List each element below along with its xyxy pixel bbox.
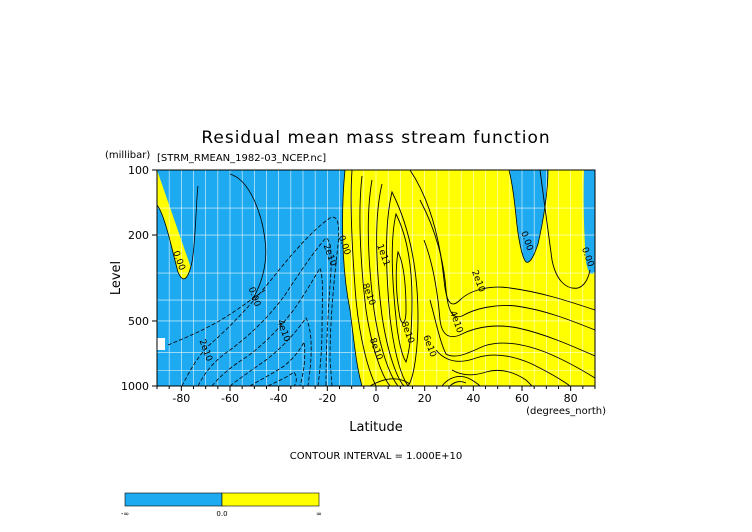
x-tick-label: 40	[466, 392, 480, 405]
x-tick-label: -60	[221, 392, 239, 405]
y-tick-label: 200	[128, 229, 149, 242]
legend-positive-swatch	[221, 492, 320, 507]
y-axis: 100 200 500 1000	[121, 164, 157, 393]
y-tick-label: 100	[128, 164, 149, 177]
negative-region-pole	[583, 170, 595, 275]
x-tick-label: 60	[515, 392, 529, 405]
positive-contours	[350, 170, 595, 386]
legend-negative-swatch	[124, 492, 223, 507]
x-tick-label: 80	[564, 392, 578, 405]
legend-label-zero: 0.0	[216, 510, 227, 518]
negative-contours	[167, 216, 340, 386]
x-tick-label: 0	[373, 392, 380, 405]
y-axis-label: Level	[109, 261, 124, 295]
legend-label-pos-inf: ∞	[316, 510, 322, 518]
negative-region-north	[509, 170, 548, 263]
x-tick-label: -20	[318, 392, 336, 405]
chart-title: Residual mean mass stream function	[201, 128, 550, 148]
x-axis: -80 -60 -40 -20 0 20 40 60 80	[156, 386, 596, 405]
x-tick-label: 20	[418, 392, 432, 405]
color-legend: -∞ 0.0 ∞	[121, 492, 322, 518]
file-label: [STRM_RMEAN_1982-03_NCEP.nc]	[157, 153, 326, 164]
negative-region-south	[157, 170, 362, 386]
x-tick-label: -80	[172, 392, 190, 405]
plot-area: 0.000.002e104e102e100.008e101e118e108e10…	[157, 170, 595, 386]
legend-label-neg-inf: -∞	[121, 510, 129, 518]
x-tick-label: -40	[270, 392, 288, 405]
zero-contours	[157, 170, 549, 386]
contour-interval: CONTOUR INTERVAL = 1.000E+10	[290, 451, 462, 462]
x-axis-label: Latitude	[349, 420, 403, 435]
y-tick-label: 1000	[121, 380, 149, 393]
missing-data-patch	[157, 338, 165, 350]
y-units-label: (millibar)	[105, 150, 150, 161]
x-units-label: (degrees_north)	[526, 406, 606, 417]
y-tick-label: 500	[128, 315, 149, 328]
